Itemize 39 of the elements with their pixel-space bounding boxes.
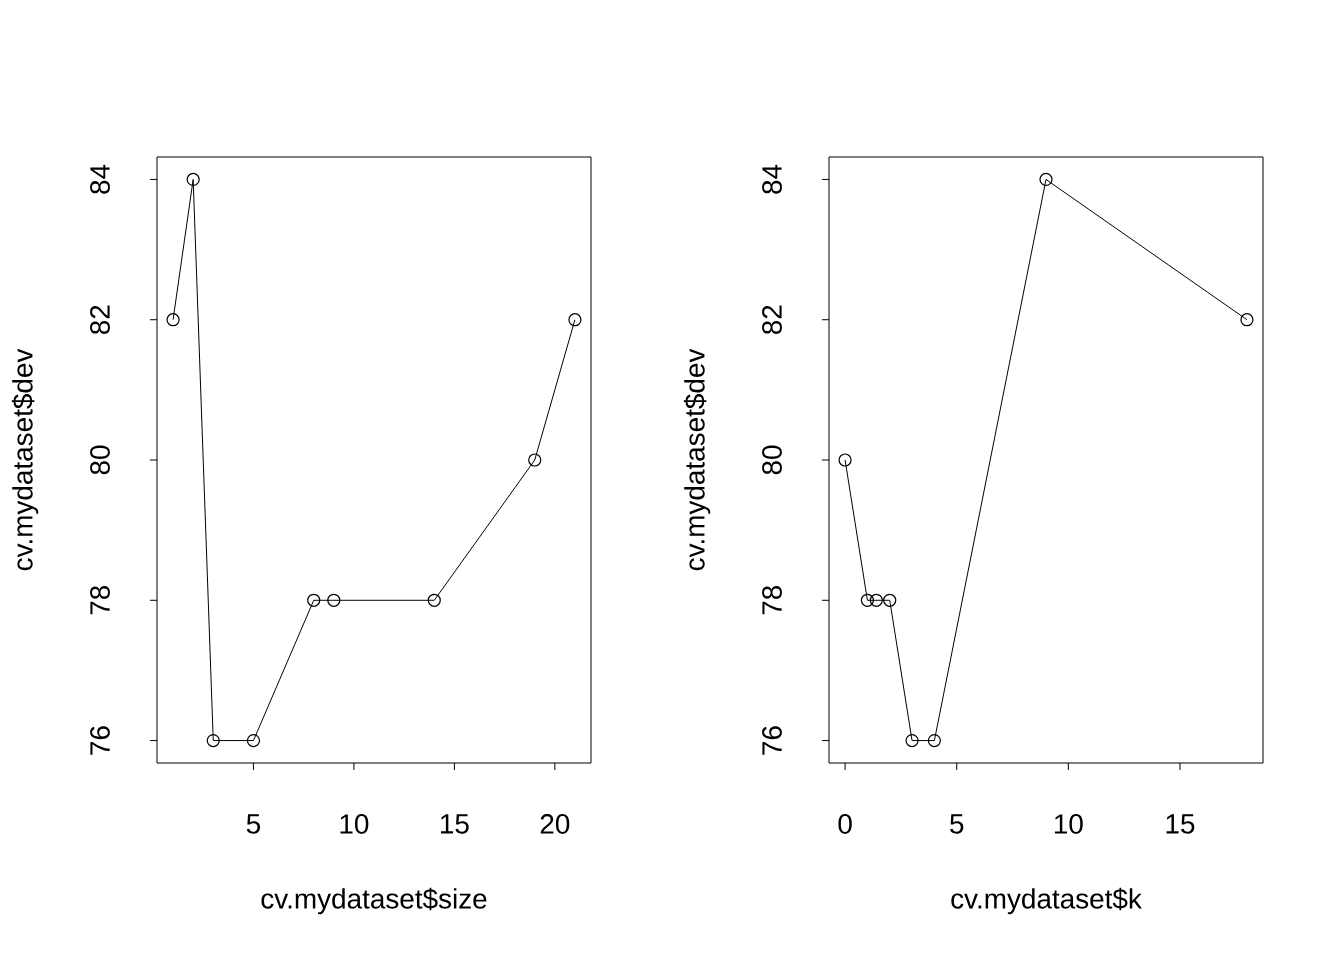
- point: [206, 733, 220, 748]
- y-tick-label: 78: [90, 585, 110, 615]
- point: [166, 313, 180, 327]
- y-tick-label: 80: [90, 445, 110, 475]
- y-tick-label: 84: [90, 164, 110, 194]
- point: [883, 593, 897, 607]
- point: [905, 733, 919, 748]
- x-axis-title: cv.mydataset$size: [261, 887, 487, 915]
- y-tick-label: 80: [762, 445, 782, 475]
- y-tick-label: 76: [90, 726, 110, 755]
- x-tick-label: 10: [340, 814, 369, 834]
- x-axis-title: cv.mydataset$k: [951, 887, 1142, 915]
- point: [838, 453, 852, 467]
- x-tick-label: 5: [950, 814, 964, 834]
- point: [427, 593, 441, 607]
- y-tick-label: 82: [90, 305, 110, 335]
- point: [246, 733, 261, 748]
- y-tick-label: 76: [762, 726, 782, 755]
- point: [327, 593, 341, 607]
- y-tick-label: 78: [762, 585, 782, 615]
- point: [1240, 313, 1254, 327]
- y-axis-title: cv.mydataset$dev: [11, 348, 39, 571]
- y-tick-label: 84: [762, 164, 782, 194]
- y-tick-label: 82: [762, 305, 782, 335]
- point: [568, 313, 582, 327]
- x-tick-label: 20: [540, 814, 570, 834]
- x-tick-label: 0: [838, 814, 852, 834]
- x-tick-label: 15: [1166, 814, 1195, 834]
- y-axis-title: cv.mydataset$dev: [683, 348, 711, 571]
- point: [869, 593, 883, 607]
- point: [307, 593, 321, 607]
- point: [860, 593, 875, 607]
- x-tick-label: 10: [1054, 814, 1083, 834]
- x-tick-label: 5: [246, 814, 261, 834]
- point: [927, 733, 941, 748]
- point: [528, 453, 542, 467]
- point: [186, 172, 200, 187]
- x-tick-label: 15: [440, 814, 469, 834]
- point: [1039, 172, 1053, 187]
